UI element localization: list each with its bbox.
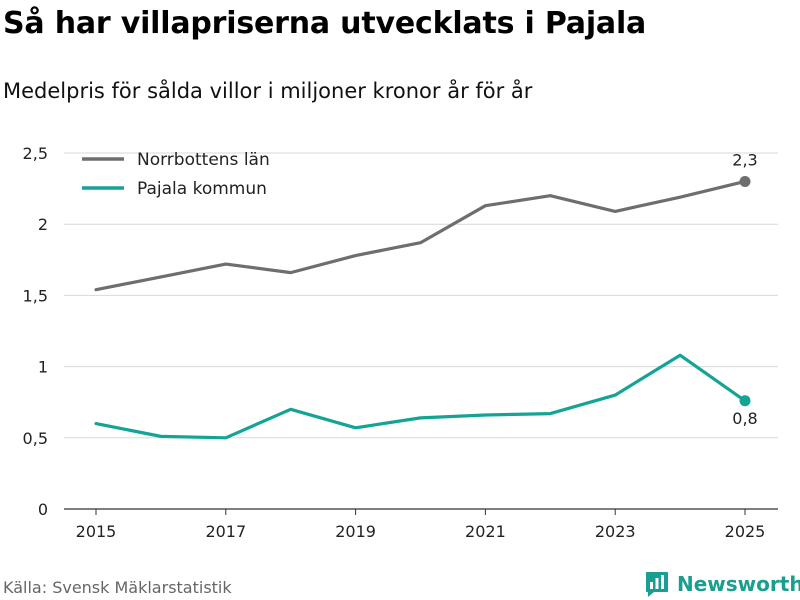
x-tick-label: 2023 bbox=[595, 522, 636, 541]
line-chart: 0 0,5 1 1,5 2 2,5 2015 2017 2019 2021 2023 2025 2,3… bbox=[23, 144, 778, 541]
x-tick-label: 2015 bbox=[76, 522, 117, 541]
series-line-norrbottens-lan bbox=[94, 179, 747, 292]
legend: Norrbottens län Pajala kommun bbox=[82, 150, 270, 199]
end-value-label: 2,3 bbox=[732, 150, 757, 169]
newsworthy-logo-icon bbox=[646, 571, 668, 597]
x-tick-label: 2021 bbox=[465, 522, 506, 541]
end-point-marker bbox=[739, 175, 751, 187]
chart-subtitle: Medelpris för sålda villor i miljoner kr… bbox=[3, 79, 533, 103]
end-point-marker bbox=[739, 395, 751, 407]
y-tick-label: 0 bbox=[38, 500, 48, 519]
legend-label: Pajala kommun bbox=[137, 179, 267, 199]
y-tick-label: 0,5 bbox=[23, 429, 48, 448]
x-tick-label: 2017 bbox=[205, 522, 246, 541]
chart-title: Så har villapriserna utvecklats i Pajala bbox=[3, 6, 647, 41]
x-tick-label: 2025 bbox=[725, 522, 766, 541]
axis-layer: 0 0,5 1 1,5 2 2,5 2015 2017 2019 2021 2023 2025 bbox=[23, 144, 778, 541]
end-value-label: 0,8 bbox=[732, 409, 757, 428]
series-line-pajala-kommun bbox=[94, 353, 747, 440]
source-note: Källa: Svensk Mäklarstatistik bbox=[3, 578, 232, 597]
brand-name: Newsworthy bbox=[677, 572, 800, 596]
x-tick-label: 2019 bbox=[335, 522, 376, 541]
y-tick-label: 2 bbox=[38, 215, 48, 234]
legend-label: Norrbottens län bbox=[137, 150, 270, 170]
y-tick-label: 1,5 bbox=[23, 286, 48, 305]
y-tick-label: 1 bbox=[38, 358, 48, 377]
series-layer: 2,3 0,8 bbox=[94, 150, 758, 440]
brand-logo[interactable]: Newsworthy bbox=[645, 569, 800, 599]
y-tick-label: 2,5 bbox=[23, 144, 48, 163]
